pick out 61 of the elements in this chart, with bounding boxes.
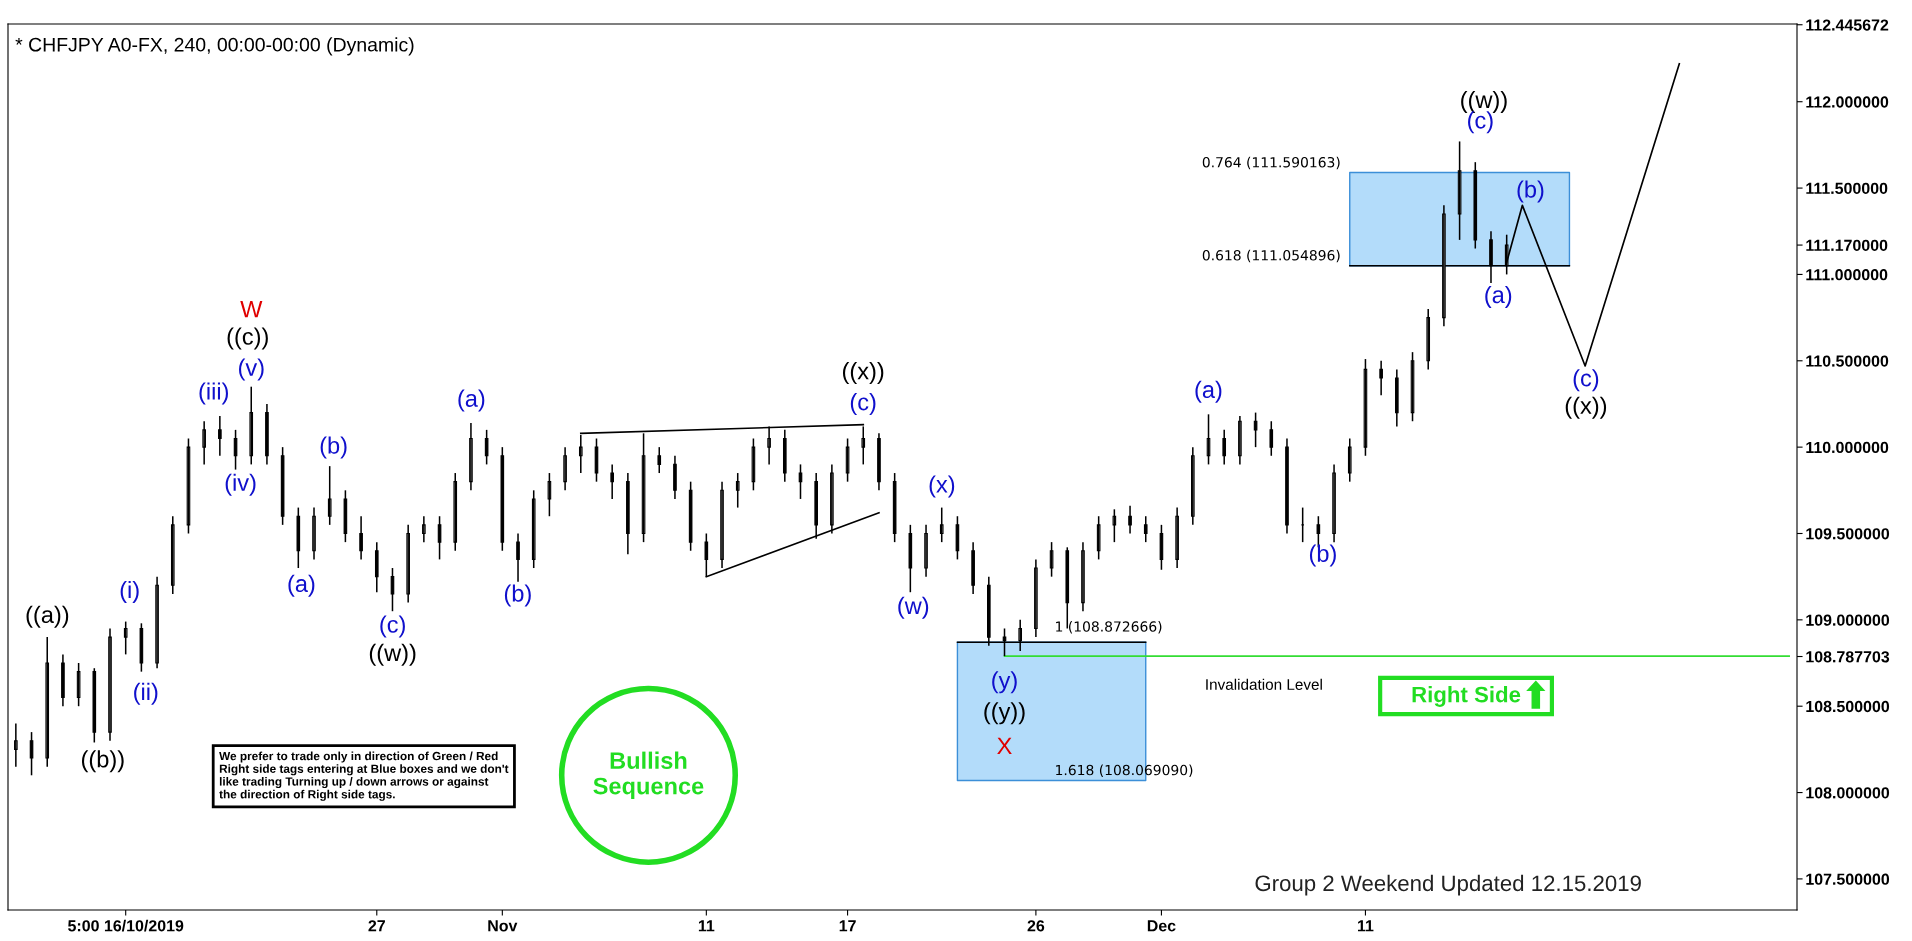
annotation: 1 (108.872666) [1056, 621, 1162, 634]
annotation: Invalidation Level [1206, 678, 1322, 690]
annotation: 0.618 (111.054896) [1202, 249, 1340, 263]
x-tick-label: 5:00 16/10/2019 [68, 919, 184, 932]
annotation: W [240, 300, 263, 318]
annotation: ((c)) [227, 327, 268, 350]
annotation: (c) [850, 393, 876, 416]
annotation: ((y)) [984, 702, 1025, 725]
annotation: (a) [288, 574, 315, 597]
x-tick-label: 17 [839, 920, 856, 932]
annotation: ((b)) [81, 750, 124, 773]
annotation: (c) [1573, 369, 1599, 392]
x-tick-label: 11 [1358, 920, 1374, 932]
annotation: Group 2 Weekend Updated 12.15.2019 [1255, 874, 1641, 896]
annotation: (c) [380, 615, 405, 638]
annotation: (b) [320, 436, 347, 459]
y-tick-label: 109.500000 [1806, 528, 1890, 540]
y-tick-label: 111.170000 [1806, 239, 1888, 252]
annotation: (iii) [199, 382, 228, 405]
y-tick-label: 111.000000 [1806, 269, 1888, 281]
y-tick-label: 109.000000 [1806, 614, 1890, 626]
y-tick-label: 111.500000 [1806, 182, 1888, 195]
annotation: (a) [458, 389, 485, 412]
y-tick-label: 108.500000 [1806, 700, 1890, 713]
y-tick-label: 108.787703 [1806, 651, 1890, 663]
annotation: (c) [1468, 111, 1493, 134]
y-tick-label: 110.000000 [1806, 441, 1889, 454]
y-tick-label: 112.000000 [1806, 96, 1889, 108]
x-tick-label: Nov [488, 920, 518, 932]
text: * CHFJPY A0-FX, 240, 00:00-00:00 (Dynamic) [15, 37, 414, 56]
annotation: (ii) [134, 682, 158, 705]
annotation: (v) [239, 358, 264, 381]
annotation: (iv) [225, 473, 256, 496]
annotation: (b) [1309, 544, 1336, 567]
annotation: (y) [992, 671, 1017, 694]
x-tick-label: Dec [1147, 920, 1176, 932]
annotation: We prefer to trade only in direction of Green / Red Right side tags entering at Blue boxes and we don't like trading Turning up / down arrows or against the direction of Right side tags. [219, 751, 509, 801]
annotation: ((a)) [26, 605, 69, 628]
annotation: 0.764 (111.590163) [1202, 156, 1340, 170]
annotation: (i) [120, 580, 139, 603]
annotation: 1.618 (108.069090) [1056, 764, 1193, 777]
y-tick-label: 107.500000 [1806, 873, 1890, 885]
y-tick-label: 112.445672 [1806, 19, 1889, 31]
y-tick-label: 108.000000 [1806, 787, 1890, 799]
annotation: ((x)) [1565, 396, 1607, 419]
x-tick-label: 11 [698, 920, 715, 932]
annotation: (a) [1195, 380, 1222, 403]
annotation: Right Side [1412, 686, 1521, 707]
x-tick-label: 26 [1027, 920, 1045, 932]
annotation: (b) [1517, 180, 1544, 203]
annotation: ((w)) [1461, 90, 1507, 113]
annotation: X [997, 737, 1012, 754]
annotation: (b) [504, 584, 531, 607]
annotation: ((w)) [369, 643, 416, 666]
annotation: (a) [1485, 285, 1512, 308]
annotation: Bullish Sequence [593, 751, 704, 800]
x-tick-label: 27 [368, 920, 385, 932]
annotation: (w) [898, 596, 929, 619]
y-tick-label: 110.500000 [1806, 355, 1889, 367]
annotation: (x) [929, 475, 955, 498]
annotation: ((x)) [842, 362, 884, 385]
